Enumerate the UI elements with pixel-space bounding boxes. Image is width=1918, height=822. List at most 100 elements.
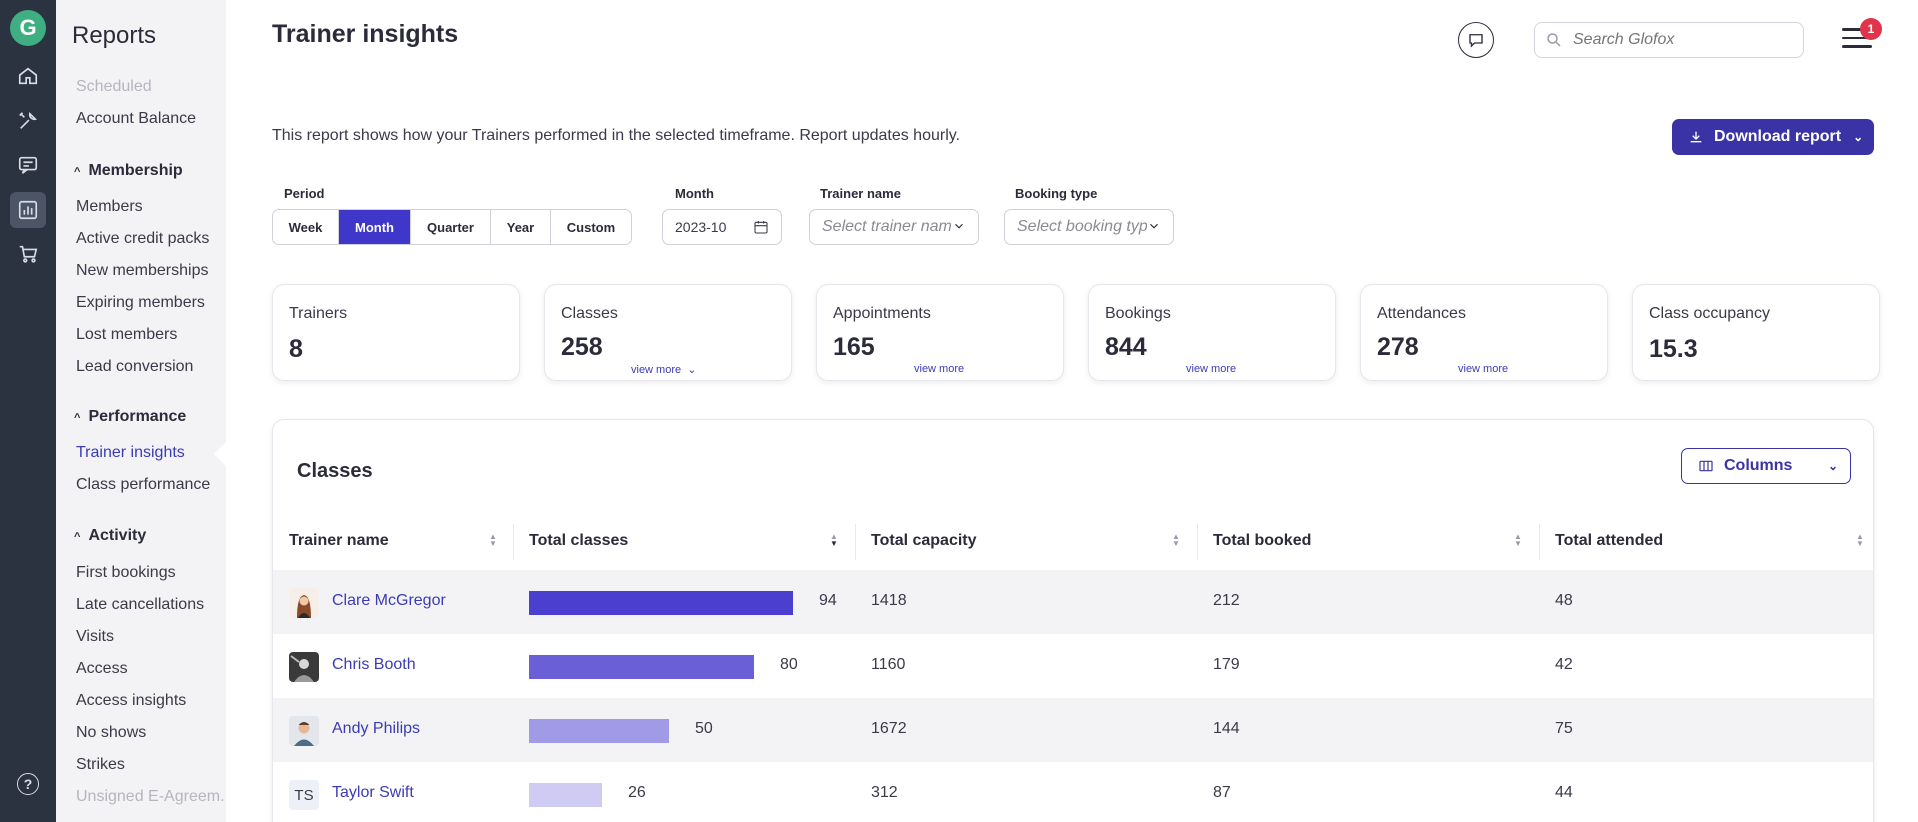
- column-header-total-attended[interactable]: Total attended: [1555, 532, 1664, 549]
- subnav-item-lead-conversion[interactable]: Lead conversion: [76, 358, 194, 375]
- stat-label: Attendances: [1377, 305, 1466, 322]
- tools-icon[interactable]: [10, 103, 46, 139]
- attended-cell: 75: [1555, 720, 1573, 737]
- column-header-total-booked[interactable]: Total booked: [1213, 532, 1312, 549]
- table-row[interactable]: Andy Philips 50 1672 144 75: [273, 698, 1873, 762]
- subnav-item-late-cancellations[interactable]: Late cancellations: [76, 596, 205, 613]
- booked-cell: 144: [1213, 720, 1240, 737]
- trainer-name-link[interactable]: Clare McGregor: [332, 592, 446, 609]
- classes-value: 50: [695, 720, 713, 737]
- avatar: TS: [289, 780, 319, 810]
- sort-icon[interactable]: ▲ ▼: [830, 532, 838, 548]
- column-header-total-classes[interactable]: Total classes: [529, 532, 629, 549]
- period-segmented-control: Week Month Quarter Year Custom: [272, 209, 632, 245]
- period-option-quarter[interactable]: Quarter: [411, 210, 491, 244]
- sort-icon[interactable]: ▲ ▼: [1172, 532, 1180, 548]
- notification-badge: 1: [1860, 18, 1882, 40]
- trainer-name-link[interactable]: Andy Philips: [332, 720, 421, 737]
- subnav-item-account-balance[interactable]: Account Balance: [76, 110, 197, 127]
- stat-card-appointments: Appointments 165 view more: [816, 284, 1064, 381]
- classes-value: 94: [819, 592, 837, 609]
- active-pointer: [214, 442, 226, 466]
- table-row[interactable]: TS Taylor Swift 26 312 87 44: [273, 762, 1873, 822]
- period-option-custom[interactable]: Custom: [551, 210, 631, 244]
- home-icon[interactable]: [10, 58, 46, 94]
- classes-value: 80: [780, 656, 798, 673]
- subnav-section-performance[interactable]: ^ Performance: [74, 408, 187, 425]
- subnav-item-first-bookings[interactable]: First bookings: [76, 564, 176, 581]
- table-row[interactable]: Clare McGregor 94 1418 212 48: [273, 570, 1873, 634]
- subnav-item-members[interactable]: Members: [76, 198, 143, 215]
- booking-type-select[interactable]: Select booking type: [1004, 209, 1174, 245]
- period-label: Period: [284, 186, 325, 201]
- subnav-item-scheduled[interactable]: Scheduled: [76, 78, 152, 95]
- view-more-link[interactable]: view more: [1186, 363, 1237, 375]
- reports-icon[interactable]: [10, 192, 46, 228]
- sort-icon[interactable]: ▲ ▼: [1514, 532, 1522, 548]
- column-header-total-capacity[interactable]: Total capacity: [871, 532, 977, 549]
- chat-button[interactable]: [1458, 22, 1494, 58]
- stat-label: Trainers: [289, 305, 348, 322]
- stat-value: 165: [833, 333, 875, 361]
- trainer-name-link[interactable]: Chris Booth: [332, 656, 416, 673]
- columns-button[interactable]: Columns ⌄: [1681, 448, 1851, 484]
- table-row[interactable]: Chris Booth 80 1160 179 42: [273, 634, 1873, 698]
- subnav-item-visits[interactable]: Visits: [76, 628, 114, 645]
- capacity-cell: 312: [871, 784, 898, 801]
- search-input[interactable]: [1573, 31, 1793, 49]
- sort-icon[interactable]: ▲ ▼: [489, 532, 497, 548]
- stat-label: Appointments: [833, 305, 931, 322]
- month-picker[interactable]: 2023-10: [662, 209, 782, 245]
- subnav-item-class-performance[interactable]: Class performance: [76, 476, 211, 493]
- capacity-cell: 1160: [871, 656, 906, 673]
- attended-cell: 42: [1555, 656, 1573, 673]
- period-option-year[interactable]: Year: [491, 210, 551, 244]
- download-icon: [1690, 131, 1702, 143]
- chevron-down-icon: [1147, 219, 1163, 235]
- trainer-name-select[interactable]: Select trainer name: [809, 209, 979, 245]
- view-more-link[interactable]: view more ⌄: [631, 364, 697, 376]
- booked-cell: 179: [1213, 656, 1240, 673]
- messages-icon[interactable]: [10, 147, 46, 183]
- subnav-item-access-insights[interactable]: Access insights: [76, 692, 187, 709]
- booked-cell: 87: [1213, 784, 1231, 801]
- stat-value: 258: [561, 333, 603, 361]
- stat-card-classes: Classes 258 view more ⌄: [544, 284, 792, 381]
- subnav-item-lost-members[interactable]: Lost members: [76, 326, 178, 343]
- subnav-item-trainer-insights[interactable]: Trainer insights: [76, 444, 185, 461]
- subnav-item-strikes[interactable]: Strikes: [76, 756, 125, 773]
- stat-value: 278: [1377, 333, 1419, 361]
- subnav-item-new-memberships[interactable]: New memberships: [76, 262, 209, 279]
- period-option-week[interactable]: Week: [273, 210, 339, 244]
- period-option-month[interactable]: Month: [339, 210, 411, 244]
- avatar: [289, 588, 319, 618]
- download-report-button[interactable]: Download report ⌄: [1672, 119, 1874, 155]
- column-header-trainer-name[interactable]: Trainer name: [289, 532, 389, 549]
- subnav-item-active-credit-packs[interactable]: Active credit packs: [76, 230, 210, 247]
- subnav-section-activity[interactable]: ^ Activity: [74, 527, 147, 544]
- sort-icon[interactable]: ▲ ▼: [1856, 532, 1864, 548]
- capacity-cell: 1672: [871, 720, 907, 737]
- cart-icon[interactable]: [10, 236, 46, 272]
- classes-bar: [529, 783, 602, 807]
- trainer-name-label: Trainer name: [820, 186, 901, 201]
- chevron-down-icon: ⌄: [1853, 130, 1864, 144]
- view-more-link[interactable]: view more: [1458, 363, 1509, 375]
- classes-bar: [529, 591, 793, 615]
- glofox-logo[interactable]: G: [10, 10, 46, 46]
- subnav-item-expiring-members[interactable]: Expiring members: [76, 294, 205, 311]
- view-more-link[interactable]: view more: [914, 363, 965, 375]
- help-icon[interactable]: ?: [17, 773, 39, 795]
- hamburger-menu-icon[interactable]: [1842, 28, 1872, 52]
- chevron-down-icon: ⌄: [1827, 459, 1838, 473]
- subnav-item-access[interactable]: Access: [76, 660, 128, 677]
- subnav-item-no-shows[interactable]: No shows: [76, 724, 147, 741]
- booked-cell: 212: [1213, 592, 1240, 609]
- report-description: This report shows how your Trainers perf…: [272, 127, 961, 144]
- search-box[interactable]: [1534, 22, 1804, 58]
- table-title: Classes: [297, 460, 373, 482]
- subnav-section-membership[interactable]: ^ Membership: [74, 162, 183, 179]
- trainer-name-link[interactable]: Taylor Swift: [332, 784, 414, 801]
- chevron-up-icon: ^: [74, 166, 81, 178]
- subnav-item-unsigned-e-agreements[interactable]: Unsigned E-Agreem...: [76, 788, 226, 805]
